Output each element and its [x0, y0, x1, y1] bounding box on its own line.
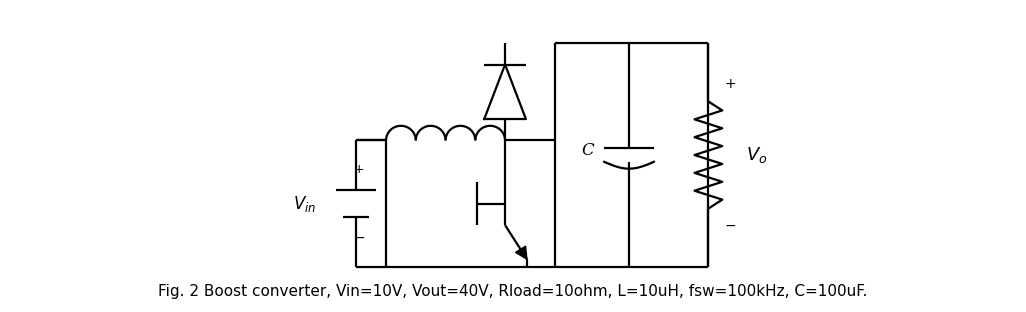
Text: C: C — [581, 142, 594, 159]
Text: +: + — [724, 77, 736, 91]
Text: $V_o$: $V_o$ — [746, 145, 767, 165]
Polygon shape — [515, 246, 527, 259]
Text: Fig. 2 Boost converter, Vin=10V, Vout=40V, Rload=10ohm, L=10uH, fsw=100kHz, C=10: Fig. 2 Boost converter, Vin=10V, Vout=40… — [158, 284, 868, 299]
Text: −: − — [724, 219, 736, 233]
Text: +: + — [354, 163, 364, 176]
Text: $V_{in}$: $V_{in}$ — [293, 194, 316, 214]
Text: −: − — [353, 231, 365, 245]
